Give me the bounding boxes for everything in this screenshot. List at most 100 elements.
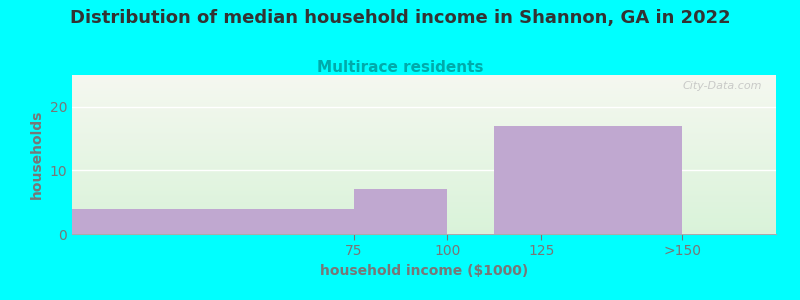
Bar (72, 193, 776, 194)
Bar (72, 194, 776, 195)
Bar (72, 112, 776, 113)
Bar (72, 146, 776, 147)
Bar (72, 161, 776, 162)
Bar (72, 79, 776, 80)
Bar (72, 179, 776, 180)
Bar (72, 82, 776, 83)
Bar (72, 110, 776, 111)
Bar (72, 119, 776, 120)
Bar (494, 126, 682, 234)
Bar (72, 158, 776, 159)
Bar (72, 192, 776, 193)
Bar (72, 222, 776, 223)
Bar (72, 180, 776, 181)
Bar (72, 98, 776, 99)
Bar (72, 135, 776, 136)
Bar (72, 123, 776, 124)
Bar (72, 108, 776, 109)
Bar (72, 149, 776, 150)
Bar (72, 122, 776, 123)
Bar (72, 171, 776, 172)
Bar (72, 231, 776, 232)
Bar (72, 165, 776, 166)
Bar (72, 212, 776, 213)
Bar (72, 105, 776, 106)
Bar (72, 205, 776, 206)
Bar (72, 206, 776, 207)
Bar (72, 173, 776, 174)
Bar (72, 186, 776, 187)
Bar (72, 156, 776, 157)
Bar (72, 166, 776, 167)
Text: Distribution of median household income in Shannon, GA in 2022: Distribution of median household income … (70, 9, 730, 27)
Bar (72, 229, 776, 230)
Bar (72, 200, 776, 201)
Bar (72, 106, 776, 107)
Bar (72, 136, 776, 137)
X-axis label: household income ($1000): household income ($1000) (320, 264, 528, 278)
Bar (72, 157, 776, 158)
Bar (72, 172, 776, 173)
Bar (72, 132, 776, 133)
Bar (72, 129, 776, 130)
Bar (72, 96, 776, 97)
Bar (72, 130, 776, 131)
Bar (72, 224, 776, 225)
Bar (72, 148, 776, 149)
Bar (72, 85, 776, 86)
Bar (72, 183, 776, 184)
Bar (72, 230, 776, 231)
Bar (72, 142, 776, 143)
Bar (72, 133, 776, 134)
Bar (72, 220, 776, 221)
Bar (72, 226, 776, 227)
Bar (72, 88, 776, 89)
Bar (72, 99, 776, 100)
Bar (72, 216, 776, 217)
Bar (72, 134, 776, 135)
Y-axis label: households: households (30, 110, 44, 199)
Bar (72, 131, 776, 132)
Bar (72, 90, 776, 91)
Bar (72, 97, 776, 98)
Bar (72, 102, 776, 103)
Bar (72, 113, 776, 114)
Bar (72, 109, 776, 110)
Bar (72, 125, 776, 126)
Bar (72, 118, 776, 119)
Bar (72, 89, 776, 90)
Bar (72, 87, 776, 88)
Bar (72, 162, 776, 163)
Bar (72, 214, 776, 215)
Bar (72, 199, 776, 200)
Bar (72, 121, 776, 122)
Bar (72, 92, 776, 93)
Bar (72, 201, 776, 202)
Bar (72, 159, 776, 160)
Bar (72, 204, 776, 205)
Bar (72, 111, 776, 112)
Bar (72, 232, 776, 233)
Bar (72, 181, 776, 182)
Bar (72, 208, 354, 234)
Bar (72, 78, 776, 79)
Bar (72, 100, 776, 101)
Bar (72, 176, 776, 177)
Bar (72, 195, 776, 196)
Bar (72, 141, 776, 142)
Bar (72, 215, 776, 216)
Bar (72, 114, 776, 115)
Bar (72, 187, 776, 188)
Bar (72, 227, 776, 228)
Bar (72, 83, 776, 84)
Bar (72, 198, 776, 199)
Bar (72, 197, 776, 198)
Bar (72, 91, 776, 92)
Bar (72, 170, 776, 171)
Bar (72, 196, 776, 197)
Bar (72, 174, 776, 175)
Bar (72, 155, 776, 156)
Bar (72, 210, 776, 211)
Bar (72, 213, 776, 214)
Bar (72, 152, 776, 153)
